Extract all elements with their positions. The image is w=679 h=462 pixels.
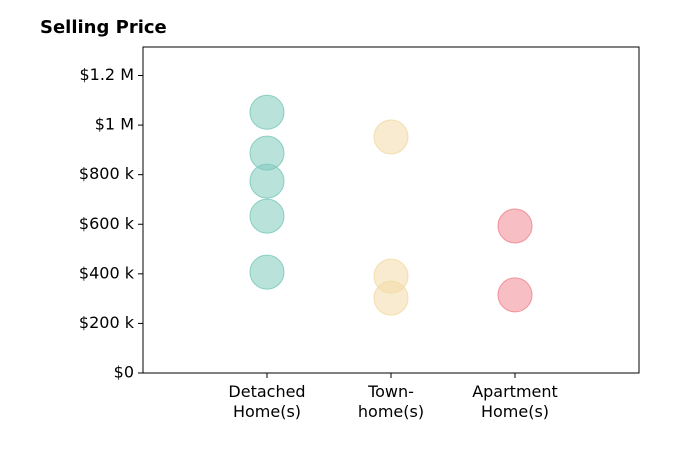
point [497,208,533,244]
plot-frame [142,46,640,374]
y-tick-label: $200 k [79,313,135,332]
y-tick-label: $600 k [79,214,135,233]
y-tick-label: $800 k [79,164,135,183]
point [249,94,285,130]
chart-title: Selling Price [40,17,167,38]
x-tick-label: Apartment Home(s) [472,382,558,421]
point [373,280,409,316]
y-tick-label: $400 k [79,263,135,282]
y-tick-label: $0 [114,363,134,382]
x-tick-label: Town- home(s) [357,382,425,421]
x-tick-label: Detached Home(s) [228,382,306,421]
point [249,254,285,290]
point [497,277,533,313]
y-tick-label: $1 M [95,115,134,134]
y-tick-label: $1.2 M [79,65,134,84]
point [249,163,285,199]
point [373,119,409,155]
point [249,198,285,234]
